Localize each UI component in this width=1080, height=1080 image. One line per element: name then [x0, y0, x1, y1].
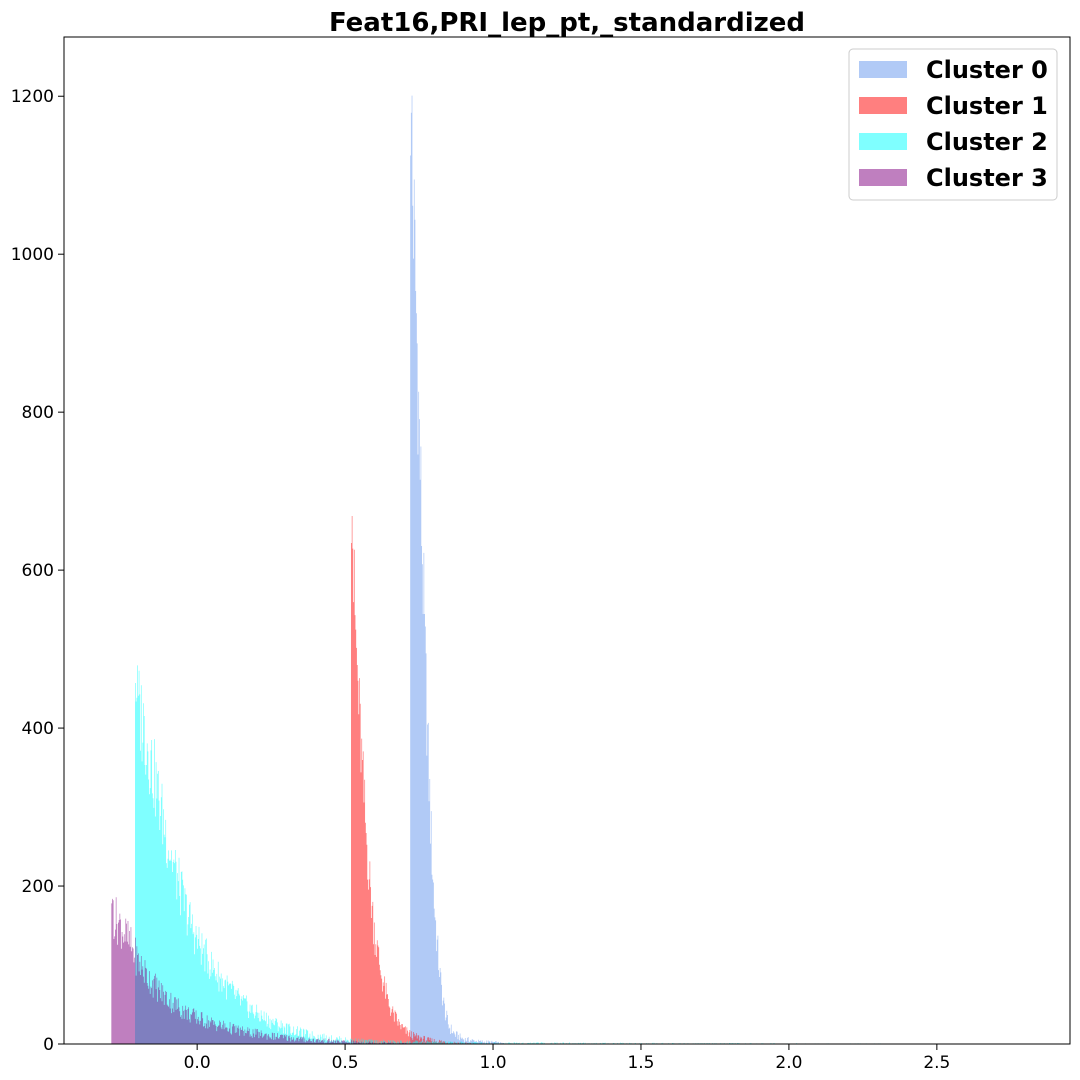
legend-swatch: [859, 61, 907, 78]
series-cluster-0-histogram: [410, 95, 508, 1044]
legend-label: Cluster 0: [926, 56, 1048, 84]
legend-frame: [848, 48, 1058, 201]
y-tick-label: 600: [22, 561, 54, 581]
x-tick-label: 0.5: [332, 1053, 359, 1073]
x-tick-label: 1.0: [480, 1053, 507, 1073]
y-axis: 0 200 400 600 800 1000 1200: [11, 87, 64, 1055]
y-tick-label: 1000: [11, 245, 54, 265]
legend: Cluster 0 Cluster 1 Cluster 2 Cluster 3: [848, 48, 1058, 201]
x-tick-label: 2.0: [775, 1053, 802, 1073]
x-tick-label: 2.5: [923, 1053, 950, 1073]
y-tick-label: 800: [22, 403, 54, 423]
x-tick-label: 1.5: [627, 1053, 654, 1073]
series-cluster-3-histogram: [111, 897, 420, 1044]
legend-label: Cluster 2: [926, 128, 1048, 156]
x-axis: 0.0 0.5 1.0 1.5 2.0 2.5: [184, 1044, 950, 1073]
y-tick-label: 400: [22, 719, 54, 739]
x-tick-label: 0.0: [184, 1053, 211, 1073]
y-tick-label: 0: [43, 1035, 54, 1055]
legend-swatch: [859, 133, 907, 150]
y-tick-label: 200: [22, 877, 54, 897]
legend-label: Cluster 1: [926, 92, 1048, 120]
y-tick-label: 1200: [11, 87, 54, 107]
legend-swatch: [859, 169, 907, 186]
series-cluster-2-histogram: [135, 665, 1026, 1044]
series-layer: [111, 95, 1026, 1044]
legend-swatch: [859, 97, 907, 114]
legend-label: Cluster 3: [926, 164, 1048, 192]
chart-title: Feat16,PRI_lep_pt,_standardized: [329, 8, 805, 38]
series-cluster-1-histogram: [351, 515, 479, 1044]
plot-area-frame: [63, 36, 1071, 1045]
